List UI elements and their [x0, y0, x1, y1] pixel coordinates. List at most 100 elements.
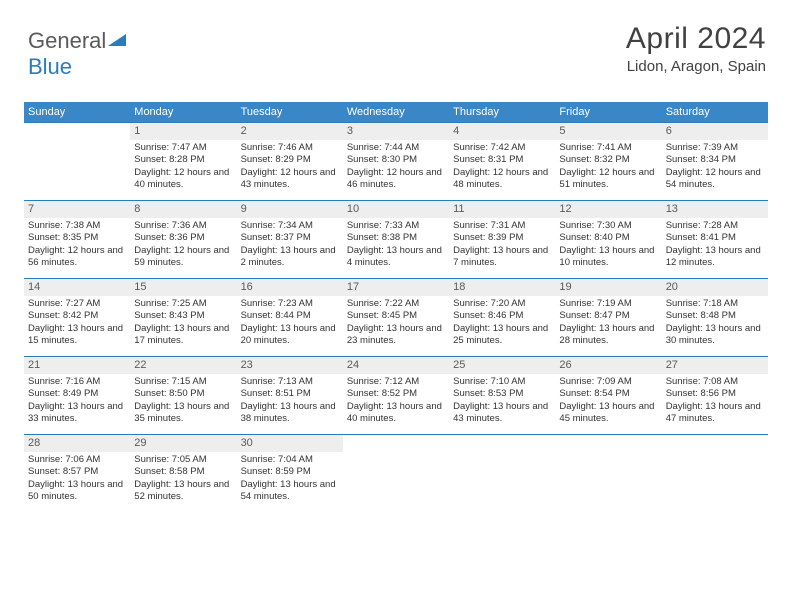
day-cell: 24Sunrise: 7:12 AM Sunset: 8:52 PM Dayli… [343, 357, 449, 434]
day-cell: 19Sunrise: 7:19 AM Sunset: 8:47 PM Dayli… [555, 279, 661, 356]
day-cell: 10Sunrise: 7:33 AM Sunset: 8:38 PM Dayli… [343, 201, 449, 278]
day-text: Sunrise: 7:28 AM Sunset: 8:41 PM Dayligh… [662, 218, 768, 278]
day-cell: 16Sunrise: 7:23 AM Sunset: 8:44 PM Dayli… [237, 279, 343, 356]
day-cell: 2Sunrise: 7:46 AM Sunset: 8:29 PM Daylig… [237, 123, 343, 200]
day-number [449, 435, 555, 452]
day-cell: 13Sunrise: 7:28 AM Sunset: 8:41 PM Dayli… [662, 201, 768, 278]
day-text [662, 452, 768, 512]
location-text: Lidon, Aragon, Spain [626, 58, 766, 75]
day-cell: 25Sunrise: 7:10 AM Sunset: 8:53 PM Dayli… [449, 357, 555, 434]
day-header-row: Sunday Monday Tuesday Wednesday Thursday… [24, 102, 768, 122]
day-number: 14 [24, 279, 130, 296]
day-text: Sunrise: 7:36 AM Sunset: 8:36 PM Dayligh… [130, 218, 236, 278]
day-text: Sunrise: 7:06 AM Sunset: 8:57 PM Dayligh… [24, 452, 130, 512]
logo-text-1: General [28, 28, 106, 53]
day-cell: 23Sunrise: 7:13 AM Sunset: 8:51 PM Dayli… [237, 357, 343, 434]
header-right: April 2024 Lidon, Aragon, Spain [626, 22, 766, 75]
week-row: 28Sunrise: 7:06 AM Sunset: 8:57 PM Dayli… [24, 434, 768, 512]
day-cell: 1Sunrise: 7:47 AM Sunset: 8:28 PM Daylig… [130, 123, 236, 200]
day-text: Sunrise: 7:42 AM Sunset: 8:31 PM Dayligh… [449, 140, 555, 200]
day-number: 15 [130, 279, 236, 296]
day-text: Sunrise: 7:47 AM Sunset: 8:28 PM Dayligh… [130, 140, 236, 200]
day-text: Sunrise: 7:18 AM Sunset: 8:48 PM Dayligh… [662, 296, 768, 356]
day-text: Sunrise: 7:44 AM Sunset: 8:30 PM Dayligh… [343, 140, 449, 200]
day-number: 3 [343, 123, 449, 140]
day-text [343, 452, 449, 512]
week-row: 14Sunrise: 7:27 AM Sunset: 8:42 PM Dayli… [24, 278, 768, 356]
day-cell: 18Sunrise: 7:20 AM Sunset: 8:46 PM Dayli… [449, 279, 555, 356]
day-text: Sunrise: 7:15 AM Sunset: 8:50 PM Dayligh… [130, 374, 236, 434]
dayname-fri: Friday [555, 102, 661, 122]
day-text: Sunrise: 7:38 AM Sunset: 8:35 PM Dayligh… [24, 218, 130, 278]
dayname-wed: Wednesday [343, 102, 449, 122]
day-cell: 21Sunrise: 7:16 AM Sunset: 8:49 PM Dayli… [24, 357, 130, 434]
calendar: Sunday Monday Tuesday Wednesday Thursday… [24, 102, 768, 512]
day-number: 28 [24, 435, 130, 452]
day-number: 22 [130, 357, 236, 374]
day-number: 2 [237, 123, 343, 140]
day-number: 7 [24, 201, 130, 218]
day-number: 9 [237, 201, 343, 218]
day-cell [24, 123, 130, 200]
logo-triangle-icon [108, 26, 126, 52]
day-cell [343, 435, 449, 512]
day-number: 21 [24, 357, 130, 374]
day-text: Sunrise: 7:39 AM Sunset: 8:34 PM Dayligh… [662, 140, 768, 200]
dayname-mon: Monday [130, 102, 236, 122]
day-text: Sunrise: 7:27 AM Sunset: 8:42 PM Dayligh… [24, 296, 130, 356]
day-number: 26 [555, 357, 661, 374]
day-text: Sunrise: 7:05 AM Sunset: 8:58 PM Dayligh… [130, 452, 236, 512]
day-cell [662, 435, 768, 512]
day-number: 17 [343, 279, 449, 296]
day-number: 5 [555, 123, 661, 140]
day-text: Sunrise: 7:16 AM Sunset: 8:49 PM Dayligh… [24, 374, 130, 434]
day-cell [555, 435, 661, 512]
day-text [24, 140, 130, 200]
day-number: 8 [130, 201, 236, 218]
dayname-tue: Tuesday [237, 102, 343, 122]
day-cell: 20Sunrise: 7:18 AM Sunset: 8:48 PM Dayli… [662, 279, 768, 356]
day-number: 6 [662, 123, 768, 140]
day-number [555, 435, 661, 452]
day-number: 16 [237, 279, 343, 296]
week-row: 7Sunrise: 7:38 AM Sunset: 8:35 PM Daylig… [24, 200, 768, 278]
day-cell: 29Sunrise: 7:05 AM Sunset: 8:58 PM Dayli… [130, 435, 236, 512]
day-number: 29 [130, 435, 236, 452]
logo: General Blue [28, 26, 126, 80]
day-number: 10 [343, 201, 449, 218]
day-cell: 17Sunrise: 7:22 AM Sunset: 8:45 PM Dayli… [343, 279, 449, 356]
day-text: Sunrise: 7:20 AM Sunset: 8:46 PM Dayligh… [449, 296, 555, 356]
day-cell: 14Sunrise: 7:27 AM Sunset: 8:42 PM Dayli… [24, 279, 130, 356]
day-text: Sunrise: 7:13 AM Sunset: 8:51 PM Dayligh… [237, 374, 343, 434]
day-number [24, 123, 130, 140]
day-text: Sunrise: 7:12 AM Sunset: 8:52 PM Dayligh… [343, 374, 449, 434]
day-cell: 4Sunrise: 7:42 AM Sunset: 8:31 PM Daylig… [449, 123, 555, 200]
day-text: Sunrise: 7:30 AM Sunset: 8:40 PM Dayligh… [555, 218, 661, 278]
dayname-thu: Thursday [449, 102, 555, 122]
logo-text-2: Blue [28, 54, 72, 79]
day-number: 27 [662, 357, 768, 374]
month-title: April 2024 [626, 22, 766, 56]
day-text: Sunrise: 7:08 AM Sunset: 8:56 PM Dayligh… [662, 374, 768, 434]
day-cell: 8Sunrise: 7:36 AM Sunset: 8:36 PM Daylig… [130, 201, 236, 278]
week-row: 21Sunrise: 7:16 AM Sunset: 8:49 PM Dayli… [24, 356, 768, 434]
day-text: Sunrise: 7:19 AM Sunset: 8:47 PM Dayligh… [555, 296, 661, 356]
day-cell: 27Sunrise: 7:08 AM Sunset: 8:56 PM Dayli… [662, 357, 768, 434]
day-number: 13 [662, 201, 768, 218]
day-number: 25 [449, 357, 555, 374]
day-text [449, 452, 555, 512]
day-cell: 7Sunrise: 7:38 AM Sunset: 8:35 PM Daylig… [24, 201, 130, 278]
day-number: 20 [662, 279, 768, 296]
day-number [662, 435, 768, 452]
day-number: 11 [449, 201, 555, 218]
dayname-sun: Sunday [24, 102, 130, 122]
day-number: 12 [555, 201, 661, 218]
day-cell: 9Sunrise: 7:34 AM Sunset: 8:37 PM Daylig… [237, 201, 343, 278]
day-text: Sunrise: 7:04 AM Sunset: 8:59 PM Dayligh… [237, 452, 343, 512]
day-number: 24 [343, 357, 449, 374]
day-text: Sunrise: 7:31 AM Sunset: 8:39 PM Dayligh… [449, 218, 555, 278]
weeks-container: 1Sunrise: 7:47 AM Sunset: 8:28 PM Daylig… [24, 122, 768, 512]
day-text: Sunrise: 7:10 AM Sunset: 8:53 PM Dayligh… [449, 374, 555, 434]
day-cell: 5Sunrise: 7:41 AM Sunset: 8:32 PM Daylig… [555, 123, 661, 200]
day-number: 1 [130, 123, 236, 140]
